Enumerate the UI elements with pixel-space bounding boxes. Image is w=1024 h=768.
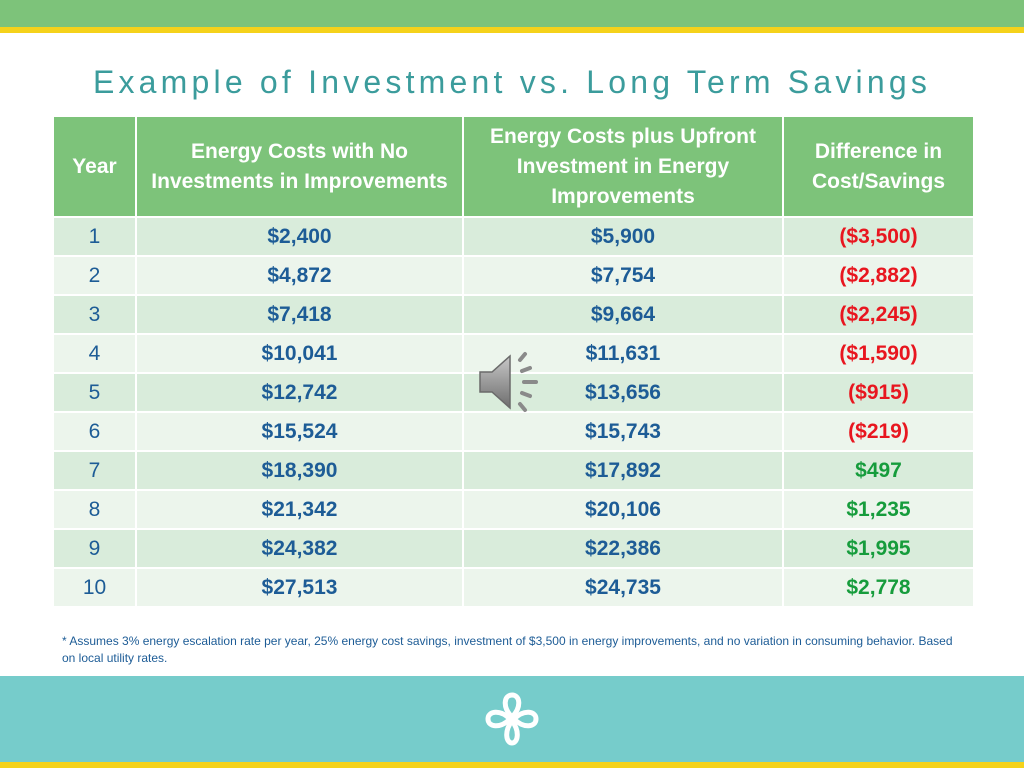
table-header-row: Year Energy Costs with No Investments in…: [52, 115, 975, 218]
top-green-band: [0, 0, 1024, 27]
savings-table: Year Energy Costs with No Investments in…: [52, 115, 975, 608]
cell-difference: ($219): [782, 411, 975, 452]
table-row: 3 $7,418 $9,664 ($2,245): [52, 294, 975, 335]
cell-no-investment: $21,342: [135, 489, 464, 530]
bottom-yellow-stripe: [0, 762, 1024, 768]
top-yellow-stripe: [0, 27, 1024, 33]
cell-no-investment: $27,513: [135, 567, 464, 608]
cell-difference: ($1,590): [782, 333, 975, 374]
cell-with-investment: $13,656: [462, 372, 784, 413]
cell-with-investment: $24,735: [462, 567, 784, 608]
speaker-audio-icon[interactable]: [476, 350, 544, 414]
cell-year: 10: [52, 567, 137, 608]
cell-with-investment: $17,892: [462, 450, 784, 491]
cell-year: 4: [52, 333, 137, 374]
table-body: 1 $2,400 $5,900 ($3,500) 2 $4,872 $7,754 ($2,88…: [52, 216, 975, 608]
cell-no-investment: $10,041: [135, 333, 464, 374]
table-row: 1 $2,400 $5,900 ($3,500): [52, 216, 975, 257]
cell-difference: $2,778: [782, 567, 975, 608]
cell-no-investment: $24,382: [135, 528, 464, 569]
header-difference: Difference in Cost/Savings: [782, 115, 975, 218]
cell-no-investment: $7,418: [135, 294, 464, 335]
cell-with-investment: $9,664: [462, 294, 784, 335]
cell-difference: ($2,882): [782, 255, 975, 296]
cell-no-investment: $12,742: [135, 372, 464, 413]
cell-difference: $1,235: [782, 489, 975, 530]
cell-difference: $497: [782, 450, 975, 491]
table-row: 10 $27,513 $24,735 $2,778: [52, 567, 975, 608]
table-row: 9 $24,382 $22,386 $1,995: [52, 528, 975, 569]
cell-with-investment: $20,106: [462, 489, 784, 530]
cell-with-investment: $22,386: [462, 528, 784, 569]
cell-with-investment: $7,754: [462, 255, 784, 296]
cell-with-investment: $11,631: [462, 333, 784, 374]
cell-no-investment: $15,524: [135, 411, 464, 452]
cell-year: 7: [52, 450, 137, 491]
header-with-investment: Energy Costs plus Upfront Investment in …: [462, 115, 784, 218]
cell-with-investment: $15,743: [462, 411, 784, 452]
cell-year: 2: [52, 255, 137, 296]
cell-year: 9: [52, 528, 137, 569]
cell-no-investment: $2,400: [135, 216, 464, 257]
clover-logo-icon: [485, 692, 539, 746]
table-row: 8 $21,342 $20,106 $1,235: [52, 489, 975, 530]
table-row: 7 $18,390 $17,892 $497: [52, 450, 975, 491]
cell-year: 3: [52, 294, 137, 335]
cell-year: 5: [52, 372, 137, 413]
cell-no-investment: $4,872: [135, 255, 464, 296]
cell-year: 1: [52, 216, 137, 257]
cell-year: 8: [52, 489, 137, 530]
table-row: 5 $12,742 $13,656 ($915): [52, 372, 975, 413]
header-year: Year: [52, 115, 137, 218]
cell-difference: ($915): [782, 372, 975, 413]
table-row: 4 $10,041 $11,631 ($1,590): [52, 333, 975, 374]
table-row: 2 $4,872 $7,754 ($2,882): [52, 255, 975, 296]
cell-difference: $1,995: [782, 528, 975, 569]
slide-title: Example of Investment vs. Long Term Savi…: [92, 64, 932, 100]
cell-with-investment: $5,900: [462, 216, 784, 257]
cell-difference: ($2,245): [782, 294, 975, 335]
table-row: 6 $15,524 $15,743 ($219): [52, 411, 975, 452]
footnote: * Assumes 3% energy escalation rate per …: [62, 634, 953, 665]
cell-year: 6: [52, 411, 137, 452]
cell-difference: ($3,500): [782, 216, 975, 257]
cell-no-investment: $18,390: [135, 450, 464, 491]
header-no-investment: Energy Costs with No Investments in Impr…: [135, 115, 464, 218]
